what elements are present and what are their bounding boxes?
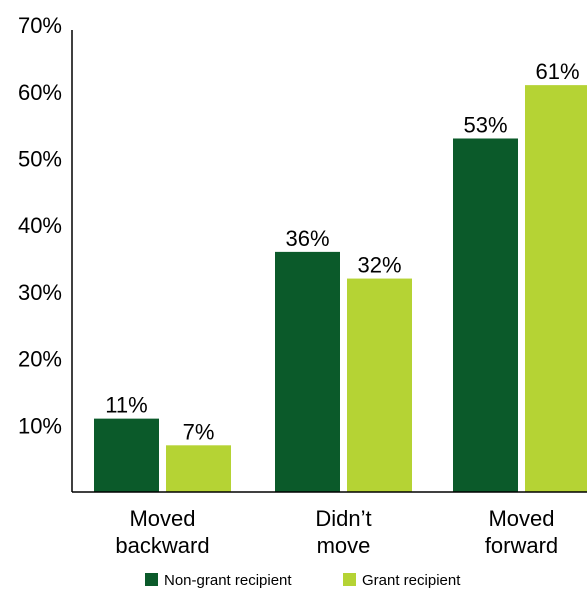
bar <box>275 251 340 492</box>
y-axis-ticks: 10% 20% 30% 40% 50% 60% 70% <box>18 13 62 438</box>
data-label: 32% <box>357 253 401 278</box>
legend-item: Grant recipient <box>343 572 461 589</box>
data-labels: 11% 7% 36% 32% 53% 61% <box>105 59 579 444</box>
y-tick-label: 50% <box>18 147 62 172</box>
data-label: 61% <box>535 59 579 84</box>
x-tick-label: Didn’t <box>315 506 371 531</box>
bar <box>347 278 412 492</box>
y-tick-label: 20% <box>18 347 62 372</box>
legend: Non-grant recipient Grant recipient <box>145 572 461 589</box>
data-label: 36% <box>285 226 329 251</box>
bar <box>94 418 159 492</box>
legend-label: Non-grant recipient <box>164 572 292 589</box>
data-label: 11% <box>105 393 147 418</box>
data-label: 53% <box>463 112 507 137</box>
legend-swatch <box>343 573 356 586</box>
legend-label: Grant recipient <box>362 572 461 589</box>
legend-item: Non-grant recipient <box>145 572 292 589</box>
y-tick-label: 70% <box>18 13 62 38</box>
data-label: 7% <box>183 419 215 444</box>
y-tick-label: 30% <box>18 280 62 305</box>
bars <box>94 85 587 493</box>
bar <box>166 445 231 492</box>
x-tick-label: Moved <box>129 506 195 531</box>
x-tick-label: backward <box>115 533 209 558</box>
x-tick-label: move <box>317 533 371 558</box>
x-tick-label: forward <box>485 533 558 558</box>
bar <box>525 85 587 492</box>
x-tick-label: Moved <box>488 506 554 531</box>
y-tick-label: 60% <box>18 80 62 105</box>
bar <box>453 138 518 493</box>
legend-swatch <box>145 573 158 586</box>
y-tick-label: 10% <box>18 413 62 438</box>
y-tick-label: 40% <box>18 213 62 238</box>
